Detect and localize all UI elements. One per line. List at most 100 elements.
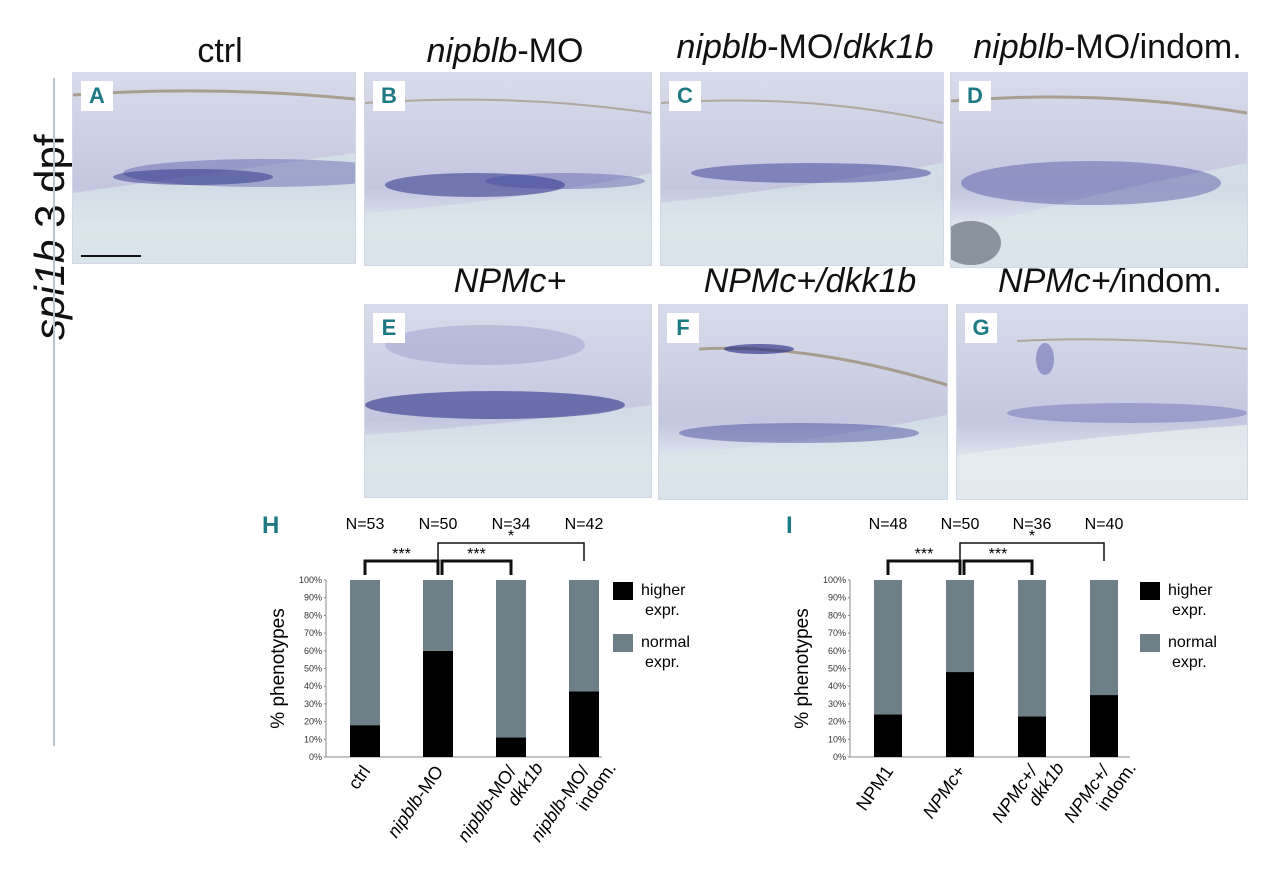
category-label-part: ctrl — [344, 762, 374, 793]
chart-letter-h: H — [262, 512, 280, 539]
panel-title-part: -MO/ — [767, 28, 843, 66]
panel-title-part: NPMc+/ — [998, 262, 1120, 300]
significance-bracket — [959, 542, 1105, 561]
y-tick-label: 20% — [828, 717, 846, 727]
category-label: nipblb-MO/indom. — [526, 747, 620, 857]
y-tick-label: 0% — [833, 752, 846, 762]
significance-bracket — [437, 542, 585, 561]
y-tick-label: 100% — [823, 575, 846, 585]
panel-letter-a: A — [81, 81, 113, 111]
significance-stars: *** — [467, 546, 486, 563]
panel-title-part: NPMc+ — [453, 262, 567, 300]
panel-title-part: nipblb — [426, 32, 518, 70]
panel-title-f: NPMc+/dkk1b — [670, 262, 950, 301]
bar-higher-expr — [874, 714, 902, 757]
bar-normal-expr — [874, 580, 902, 715]
category-label-part: NPM1 — [852, 762, 897, 814]
significance-stars: *** — [989, 546, 1008, 563]
significance-stars: *** — [915, 546, 934, 563]
y-tick-label: 50% — [304, 664, 322, 674]
bar-higher-expr — [1090, 695, 1118, 757]
y-tick-label: 100% — [299, 575, 322, 585]
bar-normal-expr — [946, 580, 974, 673]
micrograph-panel-f: F — [658, 304, 948, 500]
n-count-label: N=50 — [419, 516, 458, 533]
category-label: ctrl — [344, 762, 374, 793]
y-tick-label: 70% — [304, 628, 322, 638]
legend-swatch — [1140, 582, 1160, 600]
legend-swatch — [1140, 634, 1160, 652]
panel-title-d: nipblb-MO/indom. — [955, 28, 1260, 67]
bar-higher-expr — [496, 737, 526, 757]
micrograph-panel-a: A — [72, 72, 356, 264]
micrograph-d-image — [951, 95, 1247, 267]
panel-title-part: nipblb — [676, 28, 768, 66]
chart-letter-i: I — [786, 512, 793, 539]
panel-title-g: NPMc+/indom. — [970, 262, 1250, 301]
panel-title-part: -MO/ — [1064, 28, 1140, 66]
legend-swatch — [613, 582, 633, 600]
y-axis-label: % phenotypes — [792, 608, 813, 728]
y-tick-label: 70% — [828, 628, 846, 638]
panel-title-b: nipblb-MO — [370, 32, 640, 71]
panel-letter-c: C — [669, 81, 701, 111]
bar-higher-expr — [569, 691, 599, 757]
legend-label: normal — [1168, 634, 1217, 651]
panel-title-part: NPMc+/dkk1b — [703, 262, 917, 300]
bar-higher-expr — [350, 725, 380, 757]
category-label: NPMc+/dkk1b — [988, 747, 1068, 838]
y-tick-label: 60% — [828, 646, 846, 656]
category-label: NPM1 — [852, 762, 897, 814]
micrograph-panel-g: G — [956, 304, 1248, 500]
y-tick-label: 30% — [304, 699, 322, 709]
bar-normal-expr — [1018, 580, 1046, 717]
panel-title-part: dkk1b — [842, 28, 934, 66]
n-count-label: N=48 — [869, 516, 908, 533]
legend-label: expr. — [1172, 602, 1207, 619]
y-tick-label: 10% — [304, 734, 322, 744]
panel-title-e: NPMc+ — [410, 262, 610, 301]
panel-title-a: ctrl — [160, 32, 280, 71]
panel-title-part: -MO — [517, 32, 584, 70]
y-tick-label: 40% — [828, 681, 846, 691]
legend-label: expr. — [1172, 654, 1207, 671]
y-tick-label: 40% — [304, 681, 322, 691]
bar-normal-expr — [1090, 580, 1118, 696]
y-tick-label: 20% — [304, 717, 322, 727]
category-label: NPMc+/indom. — [1060, 747, 1140, 838]
category-label: nipblb-MO/dkk1b — [453, 747, 547, 857]
chart-h: % phenotypes 0% 10% 20% 30% 40% 50% 60% 70% 80% 90… — [268, 516, 690, 857]
significance-bracket — [440, 559, 513, 575]
n-count-label: N=53 — [346, 516, 385, 533]
side-label-gene: spi1b — [26, 239, 73, 340]
n-count-label: N=42 — [565, 516, 604, 533]
y-tick-label: 30% — [828, 699, 846, 709]
significance-stars: * — [1029, 528, 1035, 545]
significance-stars: * — [508, 528, 514, 545]
y-tick-label: 50% — [828, 664, 846, 674]
y-axis-label: % phenotypes — [268, 608, 289, 728]
panel-title-part: indom. — [1119, 262, 1222, 300]
legend-swatch — [613, 634, 633, 652]
category-label: NPMc+ — [919, 762, 970, 822]
n-count-label: N=34 — [492, 516, 531, 533]
significance-bracket — [886, 559, 962, 575]
y-tick-label: 60% — [304, 646, 322, 656]
panel-title-part: indom. — [1139, 28, 1242, 66]
micrograph-panel-c: C — [660, 72, 944, 266]
n-count-label: N=36 — [1013, 516, 1052, 533]
panel-letter-g: G — [965, 313, 997, 343]
scale-bar — [81, 255, 141, 257]
micrograph-c-image — [661, 99, 943, 265]
legend-label: expr. — [645, 602, 680, 619]
panel-letter-b: B — [373, 81, 405, 111]
panel-letter-f: F — [667, 313, 699, 343]
chart-i: % phenotypes 0% 10% 20% 30% 40% 50% 60% 70% 80% 90… — [792, 516, 1217, 838]
bar-normal-expr — [423, 580, 453, 651]
figure-divider-line — [53, 78, 55, 746]
y-tick-label: 90% — [828, 593, 846, 603]
y-tick-label: 80% — [304, 610, 322, 620]
category-label-part: NPMc+ — [919, 762, 970, 822]
n-count-label: N=50 — [941, 516, 980, 533]
micrograph-a-image — [73, 89, 355, 263]
